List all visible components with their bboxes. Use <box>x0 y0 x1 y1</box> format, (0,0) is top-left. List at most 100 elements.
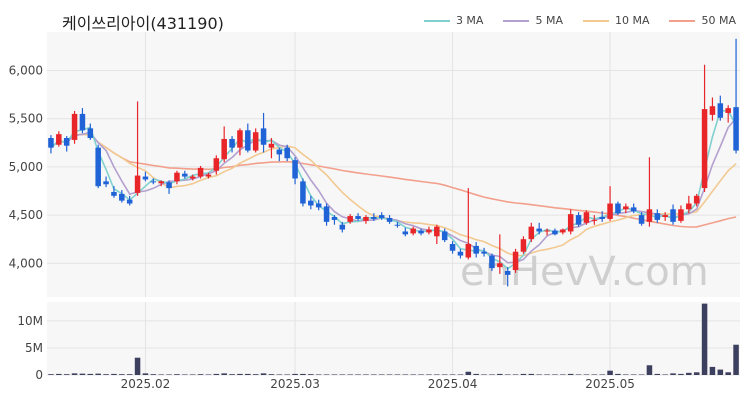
volume-bar <box>87 373 94 375</box>
candle <box>268 138 275 159</box>
candle <box>189 174 196 181</box>
candle-body <box>567 214 574 232</box>
date-tick-label: 2025.02 <box>121 377 171 391</box>
candle-body <box>79 113 86 131</box>
candle <box>426 226 432 235</box>
volume-bar <box>489 374 495 375</box>
candle <box>418 228 424 236</box>
candle <box>134 101 141 196</box>
legend-item-ma10: 10 MA <box>582 14 649 27</box>
price-tick-label: 5,500 <box>9 112 43 126</box>
candle <box>725 105 731 123</box>
volume-bar <box>126 374 133 375</box>
price-tick-label: 4,500 <box>9 208 43 222</box>
candle <box>575 212 582 227</box>
volume-bar <box>150 374 157 375</box>
candle <box>315 199 322 211</box>
candle-body <box>182 173 188 177</box>
candle-body <box>402 231 409 235</box>
candle <box>142 171 149 182</box>
candle-body <box>717 103 724 118</box>
candle <box>441 228 448 243</box>
candle-body <box>276 149 283 155</box>
candle <box>473 242 479 258</box>
volume-bar <box>197 374 204 375</box>
candle-body <box>709 106 716 115</box>
volume-bar <box>252 374 259 375</box>
volume-bar <box>725 372 731 375</box>
volume-tick-label: 0 <box>35 368 43 382</box>
candle <box>174 170 180 185</box>
candle <box>434 224 440 244</box>
volume-bar <box>583 374 590 375</box>
candle-body <box>591 219 598 221</box>
candle-body <box>410 228 416 234</box>
volume-bar <box>646 365 653 375</box>
candle-body <box>583 212 590 223</box>
candle <box>646 157 653 227</box>
volume-bar <box>426 374 432 375</box>
volume-bar <box>111 373 117 375</box>
candle-body <box>95 147 101 187</box>
candle-body <box>701 109 708 189</box>
volume-bar <box>245 373 251 375</box>
candle-body <box>71 113 78 140</box>
volume-bar <box>268 374 275 375</box>
candle-body <box>252 132 259 151</box>
volume-bar <box>119 374 125 375</box>
candle <box>410 226 416 236</box>
candle-body <box>63 138 70 146</box>
legend-swatch-ma50 <box>669 19 696 22</box>
legend-label-ma5: 5 MA <box>535 14 563 27</box>
candle <box>245 123 251 153</box>
candle <box>497 234 503 274</box>
candle-body <box>150 181 157 183</box>
volume-bar <box>48 374 54 375</box>
volume-bar <box>599 374 605 375</box>
volume-bar <box>308 374 314 375</box>
volume-bar <box>473 373 479 375</box>
candle <box>552 228 558 236</box>
candle-body <box>229 138 235 148</box>
candle-body <box>347 216 353 222</box>
candle <box>599 211 605 222</box>
candle-body <box>315 203 322 208</box>
price-tick-label: 4,000 <box>9 256 43 270</box>
candle <box>654 209 661 223</box>
legend-label-ma50: 50 MA <box>701 14 736 27</box>
candle-body <box>355 216 361 219</box>
axis-layer: 4,000 4,500 5,000 5,500 6,000 0 5M 10M 2025.02 20… <box>9 64 635 391</box>
volume-bar <box>607 370 613 375</box>
candle-body <box>654 213 661 220</box>
candle <box>394 221 401 228</box>
volume-bar <box>520 373 527 375</box>
candle-body <box>489 255 495 269</box>
candle-body <box>418 230 424 234</box>
candle-body <box>103 181 109 185</box>
volume-bar <box>182 374 188 375</box>
volume-bar <box>410 374 416 375</box>
candle <box>213 155 220 175</box>
candle <box>71 111 78 144</box>
candle-body <box>56 134 62 145</box>
candle-body <box>575 215 582 225</box>
candle-body <box>552 230 558 235</box>
candle-body <box>111 191 117 196</box>
date-tick-label: 2025.04 <box>428 377 478 391</box>
volume-bar <box>347 374 353 375</box>
candle <box>355 213 361 221</box>
volume-bar <box>56 373 62 375</box>
candle-body <box>284 147 290 159</box>
volume-bar <box>339 374 346 375</box>
price-panel-background <box>47 32 740 297</box>
candle-body <box>528 226 535 240</box>
candle-body <box>599 217 605 219</box>
candle <box>544 228 550 236</box>
volume-layer <box>48 303 739 375</box>
volume-bar <box>402 374 409 375</box>
volume-bar <box>544 374 550 375</box>
candle <box>87 123 94 140</box>
volume-bar <box>678 373 684 375</box>
candle <box>481 247 487 257</box>
